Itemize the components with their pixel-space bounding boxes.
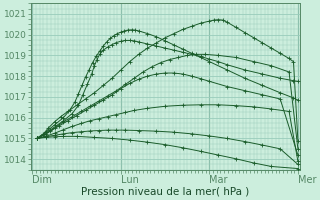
X-axis label: Pression niveau de la mer( hPa ): Pression niveau de la mer( hPa ) xyxy=(81,187,249,197)
